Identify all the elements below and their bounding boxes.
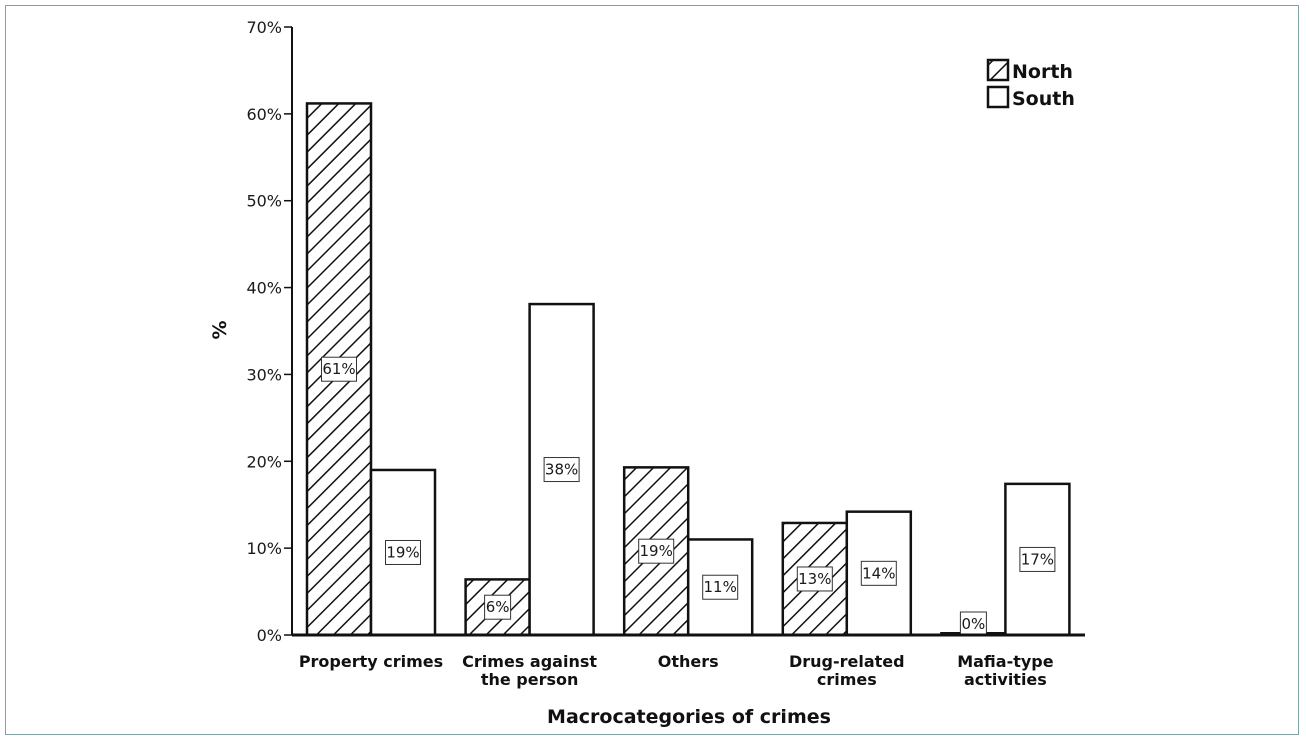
x-category-label: Others: [658, 652, 719, 671]
data-label-box: [484, 594, 512, 620]
y-tick-label: 60%: [246, 105, 282, 124]
data-labels: 61% 19% 6% 38% 19% 11% 13% 14% 0% 17%: [321, 356, 1056, 637]
data-label-box: [702, 574, 739, 600]
data-label-text: 19%: [640, 542, 673, 560]
data-label-text: 38%: [545, 461, 578, 479]
x-category-label: Crimes against the person: [462, 652, 597, 689]
y-axis-title: %: [209, 320, 231, 339]
x-category-label: Property crimes: [299, 652, 443, 671]
legend: North South: [986, 58, 1075, 110]
data-label-text: 6%: [486, 598, 510, 616]
data-label-box: [796, 566, 833, 592]
data-label-north-2: 19%: [638, 538, 675, 564]
data-label-text: 61%: [322, 360, 355, 378]
x-axis: Property crimes Crimes against the person O…: [292, 633, 1085, 689]
y-axis: 0% 10% 20% 30% 40% 50% 60% 70%: [246, 18, 293, 645]
data-label-box: [860, 560, 897, 586]
y-tick-label: 30%: [246, 365, 282, 384]
data-label-text: 13%: [798, 570, 831, 588]
y-tick-label: 10%: [246, 539, 282, 558]
data-label-north-1: 6%: [484, 594, 512, 620]
y-tick-label: 40%: [246, 279, 282, 298]
data-label-south-1: 38%: [543, 457, 580, 483]
bars: [305, 102, 1071, 637]
y-tick-label: 0%: [257, 626, 282, 645]
x-category-label: Mafia-type activities: [957, 652, 1054, 689]
data-label-south-0: 19%: [385, 539, 421, 565]
x-category-label: Drug-related crimes: [789, 652, 905, 689]
y-tick-label: 70%: [246, 18, 282, 37]
data-label-box: [543, 457, 580, 483]
y-tick-label: 20%: [246, 452, 282, 471]
data-label-north-3: 13%: [796, 566, 833, 592]
data-label-text: 0%: [962, 615, 986, 633]
data-label-box: [385, 539, 421, 565]
data-label-box: [1019, 546, 1056, 572]
data-label-text: 14%: [862, 564, 895, 582]
data-label-text: 17%: [1021, 550, 1054, 568]
data-label-south-4: 17%: [1019, 546, 1056, 572]
legend-label-north: North: [1012, 61, 1073, 83]
data-label-text: 19%: [386, 543, 419, 561]
data-label-south-3: 14%: [860, 560, 897, 586]
data-label-south-2: 11%: [702, 574, 739, 600]
data-label-north-4: 0%: [959, 611, 987, 637]
data-label-text: 11%: [704, 578, 737, 596]
x-axis-title: Macrocategories of crimes: [547, 706, 831, 728]
y-tick-label: 50%: [246, 192, 282, 211]
legend-swatch-north: [986, 58, 1010, 82]
data-label-box: [638, 538, 675, 564]
data-label-box: [959, 611, 987, 637]
legend-swatch-south: [986, 85, 1010, 109]
legend-label-south: South: [1012, 88, 1075, 110]
data-label-north-0: 61%: [321, 356, 357, 382]
data-label-box: [321, 356, 357, 382]
